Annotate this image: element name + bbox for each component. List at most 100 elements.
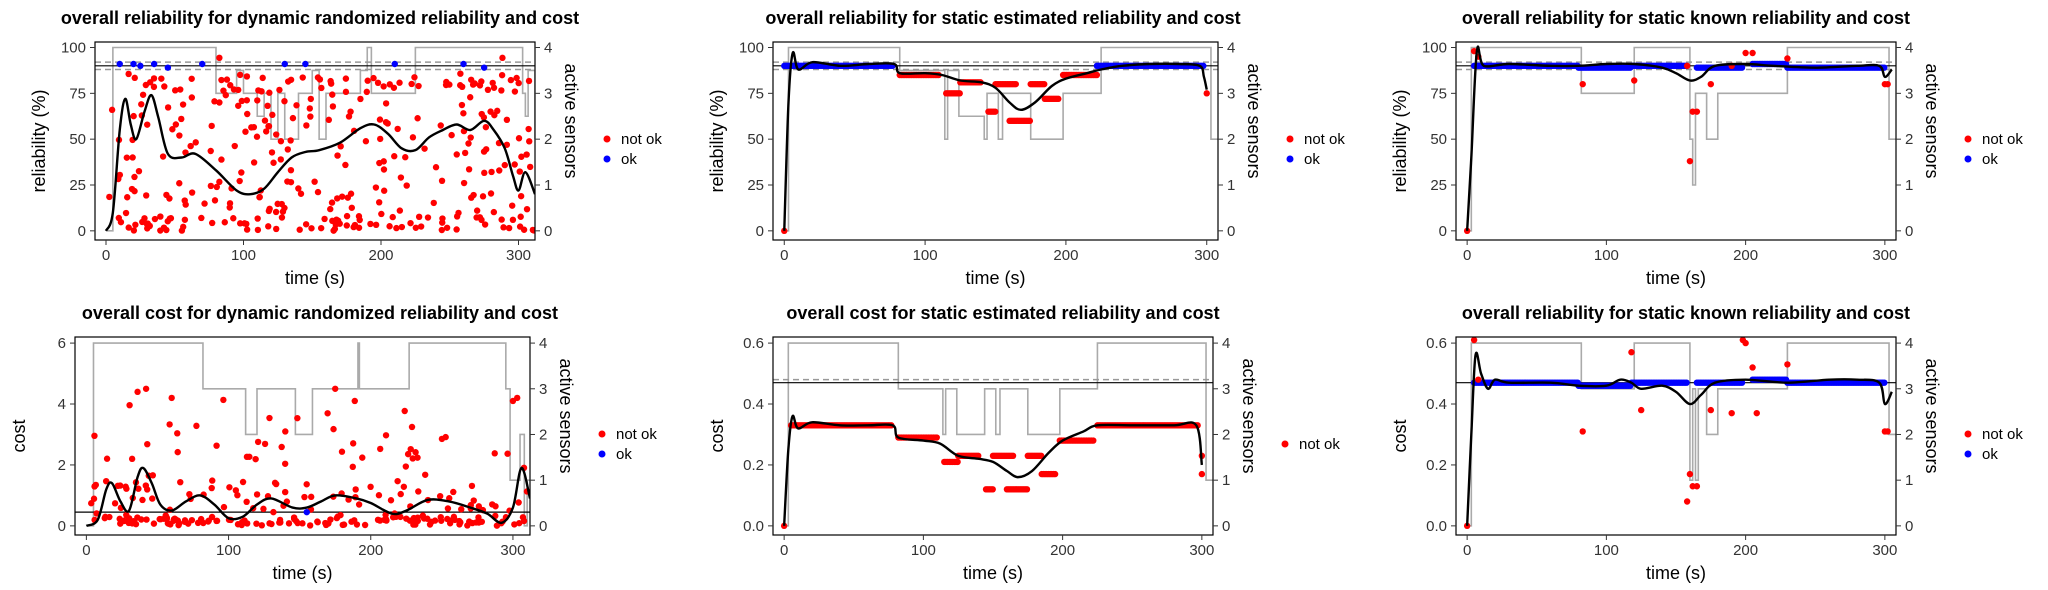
y-tick-label: 25 [69,177,86,194]
point-not-ok [468,482,476,490]
point-ok [460,60,467,68]
plot-area [95,46,535,234]
point-not-ok [284,78,292,85]
point-not-ok [342,161,349,169]
point-not-ok [460,179,468,187]
legend-key-ok [1964,450,1972,458]
point-not-ok [256,194,263,201]
point-not-ok [242,128,249,135]
point-not-ok [456,521,463,528]
point-not-ok [317,224,325,232]
y-tick-label: 25 [1430,177,1447,194]
point-not-ok [281,204,288,212]
chart-panel-1: overall reliability for dynamic randomiz… [0,0,680,295]
point-not-ok [446,81,453,88]
point-not-ok [1631,77,1638,84]
point-not-ok [461,149,469,157]
point-not-ok [481,169,488,177]
y-tick-label: 50 [69,131,86,148]
x-tick-label: 300 [506,247,531,264]
smoothed-trend-line [1465,351,1893,526]
legend-label: not ok [616,426,657,443]
point-not-ok [103,455,111,462]
point-not-ok [261,117,269,124]
point-not-ok [517,213,524,220]
point-not-ok [209,477,216,484]
y2-tick-label: 0 [1222,518,1230,535]
point-not-ok [410,521,417,528]
y2-axis-label: active sensors [1922,63,1942,178]
legend-key-ok [603,155,611,163]
point-not-ok [347,190,355,197]
point-not-ok [448,131,455,139]
legend-label: not ok [1299,436,1340,453]
point-not-ok [526,163,534,171]
point-not-ok [134,514,141,521]
point-not-ok [513,74,520,82]
point-not-ok [409,134,417,141]
point-not-ok [1579,428,1586,435]
x-tick-label: 100 [913,247,938,264]
point-not-ok [252,455,259,463]
point-not-ok [230,86,238,93]
point-not-ok [989,486,996,493]
point-not-ok [402,463,410,470]
point-not-ok [159,153,167,160]
point-ok [391,60,398,68]
point-not-ok [186,490,193,498]
y2-tick-label: 1 [544,177,552,194]
legend-label: ok [1304,151,1320,168]
point-not-ok [143,516,150,523]
plot-area [1456,45,1896,235]
x-tick-label: 200 [1050,542,1075,559]
point-not-ok [278,214,286,221]
point-not-ok [515,79,522,87]
point-not-ok [1749,49,1756,57]
point-not-ok [374,516,382,524]
point-not-ok [1742,339,1749,347]
point-not-ok [1023,486,1031,493]
point-not-ok [270,159,277,166]
x-axis-label: time (s) [273,563,333,583]
chart-title: overall reliability for static known rel… [1462,303,1910,323]
point-not-ok [364,77,371,84]
point-not-ok [332,221,339,228]
point-not-ok [437,122,444,129]
point-not-ok [458,506,465,513]
point-not-ok [220,87,227,94]
point-not-ok [1090,437,1097,444]
point-ok [1881,379,1888,386]
point-not-ok [1041,80,1048,88]
point-not-ok [259,74,266,82]
y-tick-label: 2 [58,457,66,474]
point-not-ok [525,77,533,85]
point-not-ok [253,520,260,527]
y2-tick-label: 2 [1905,426,1913,443]
x-axis-label: time (s) [285,268,345,288]
point-ok [116,60,123,68]
point-not-ok [125,224,132,231]
legend-key-not-ok [598,430,606,438]
y2-tick-label: 1 [539,472,547,489]
point-not-ok [163,514,171,522]
point-not-ok [158,75,165,82]
point-not-ok [220,503,228,511]
point-not-ok [328,199,336,206]
point-not-ok [408,80,415,88]
point-not-ok [216,99,223,106]
point-not-ok [478,78,485,85]
point-not-ok [122,209,130,217]
point-not-ok [254,438,262,446]
point-not-ok [359,454,366,461]
chart-panel-3: overall reliability for static known rel… [1366,0,2046,295]
point-ok [1683,379,1690,386]
point-not-ok [239,478,247,486]
point-not-ok [468,194,475,201]
point-not-ok [208,219,216,227]
point-not-ok [151,215,159,223]
point-not-ok [167,215,175,222]
point-not-ok [129,154,136,161]
y2-tick-label: 3 [1227,85,1235,102]
point-not-ok [243,226,251,233]
point-not-ok [111,500,119,507]
